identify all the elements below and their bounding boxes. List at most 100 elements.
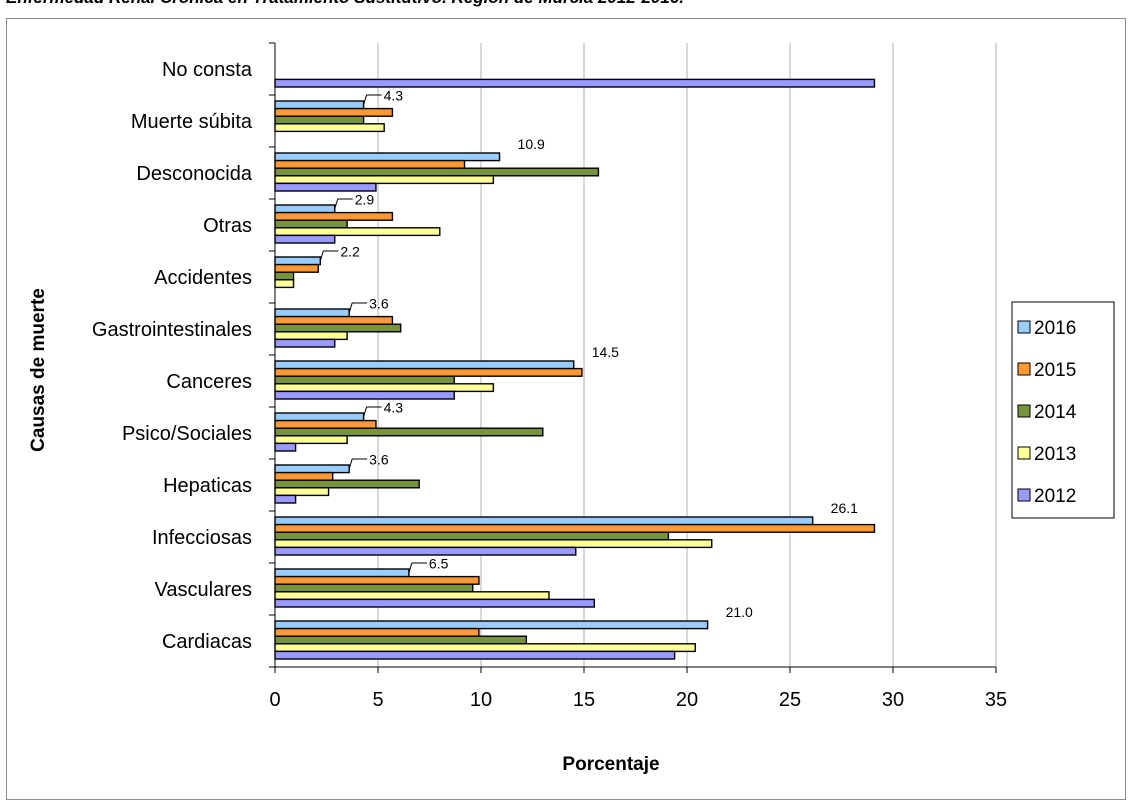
bar xyxy=(274,167,600,177)
bar xyxy=(274,338,336,348)
bar xyxy=(274,211,394,221)
data-label: 6.5 xyxy=(429,556,449,572)
x-tick-label: 0 xyxy=(269,689,280,711)
category-label: Cardiacas xyxy=(162,631,252,653)
x-tick-label: 5 xyxy=(372,689,383,711)
bar xyxy=(274,539,713,549)
bar xyxy=(274,375,455,385)
legend-swatch xyxy=(1017,320,1031,334)
bar xyxy=(274,643,696,653)
legend-label: 2015 xyxy=(1034,360,1076,381)
legend-label: 2013 xyxy=(1034,444,1076,465)
data-label: 21.0 xyxy=(726,604,753,620)
legend-label: 2016 xyxy=(1034,318,1076,339)
x-tick-label: 15 xyxy=(573,689,595,711)
bar xyxy=(274,479,420,489)
data-label: 2.9 xyxy=(355,192,375,208)
bar xyxy=(274,487,330,497)
chart-frame xyxy=(6,18,1126,800)
bar xyxy=(274,516,814,526)
bar xyxy=(274,442,297,452)
data-label: 4.3 xyxy=(384,88,404,104)
bar xyxy=(274,323,402,333)
y-axis-title: Causas de muerte xyxy=(28,288,49,452)
bar xyxy=(274,591,550,601)
category-label: Psico/Sociales xyxy=(122,423,252,445)
bar xyxy=(274,152,501,162)
bar xyxy=(274,204,336,214)
bar xyxy=(274,435,348,445)
bar xyxy=(274,367,583,377)
category-label: Otras xyxy=(203,215,252,237)
category-label: Infecciosas xyxy=(152,527,252,549)
bar xyxy=(274,279,295,289)
data-label: 2.2 xyxy=(340,244,360,260)
bar xyxy=(274,219,348,229)
bar xyxy=(274,627,480,637)
x-tick-label: 10 xyxy=(470,689,492,711)
bar xyxy=(274,78,876,88)
data-label: 3.6 xyxy=(369,452,389,468)
legend-swatch xyxy=(1017,362,1031,376)
category-label: Desconocida xyxy=(136,163,253,185)
category-label: No consta xyxy=(162,59,253,81)
x-tick-label: 25 xyxy=(779,689,801,711)
bar xyxy=(274,575,480,585)
x-tick-label: 20 xyxy=(676,689,698,711)
bar xyxy=(274,412,365,422)
data-label: 4.3 xyxy=(384,400,404,416)
bar xyxy=(274,620,709,630)
data-label-leader xyxy=(348,302,368,313)
bar xyxy=(274,175,495,185)
bar xyxy=(274,583,474,593)
bar xyxy=(274,635,528,645)
data-label-leader xyxy=(348,458,368,469)
bar xyxy=(274,182,377,192)
data-label-leader xyxy=(363,94,382,105)
legend-swatch xyxy=(1017,404,1031,418)
data-label-leader xyxy=(408,562,427,573)
bar xyxy=(274,159,466,169)
data-label: 14.5 xyxy=(592,344,619,360)
bar xyxy=(274,123,385,133)
bar xyxy=(274,568,410,578)
category-label: Canceres xyxy=(166,371,252,393)
bar xyxy=(274,360,575,370)
bar xyxy=(274,331,348,341)
bar xyxy=(274,598,595,608)
category-label: Hepaticas xyxy=(163,475,252,497)
bar xyxy=(274,100,365,110)
category-label: Vasculares xyxy=(155,579,252,601)
legend-label: 2014 xyxy=(1034,402,1077,423)
data-label-leader xyxy=(363,406,382,417)
legend-swatch xyxy=(1017,488,1031,502)
bar xyxy=(274,263,319,273)
bar xyxy=(274,115,365,125)
category-label: Accidentes xyxy=(154,267,252,289)
category-label: Muerte súbita xyxy=(131,111,253,133)
bar xyxy=(274,256,322,266)
data-label: 26.1 xyxy=(831,500,858,516)
legend-swatch xyxy=(1017,446,1031,460)
data-label-leader xyxy=(319,250,339,261)
data-label-leader xyxy=(334,198,353,209)
bar xyxy=(274,546,577,556)
bar xyxy=(274,271,295,281)
x-tick-label: 35 xyxy=(985,689,1007,711)
bar xyxy=(274,234,336,244)
bar xyxy=(274,419,377,429)
legend-box xyxy=(1011,301,1115,519)
bar xyxy=(274,107,394,117)
legend-label: 2012 xyxy=(1034,486,1076,507)
bar xyxy=(274,390,455,400)
data-label: 10.9 xyxy=(518,136,545,152)
bar xyxy=(274,308,350,318)
bar xyxy=(274,523,876,533)
bar xyxy=(274,315,394,325)
bar xyxy=(274,227,441,237)
bar xyxy=(274,383,495,393)
bar xyxy=(274,427,544,437)
bar xyxy=(274,464,350,474)
x-axis-title: Porcentaje xyxy=(562,754,659,775)
